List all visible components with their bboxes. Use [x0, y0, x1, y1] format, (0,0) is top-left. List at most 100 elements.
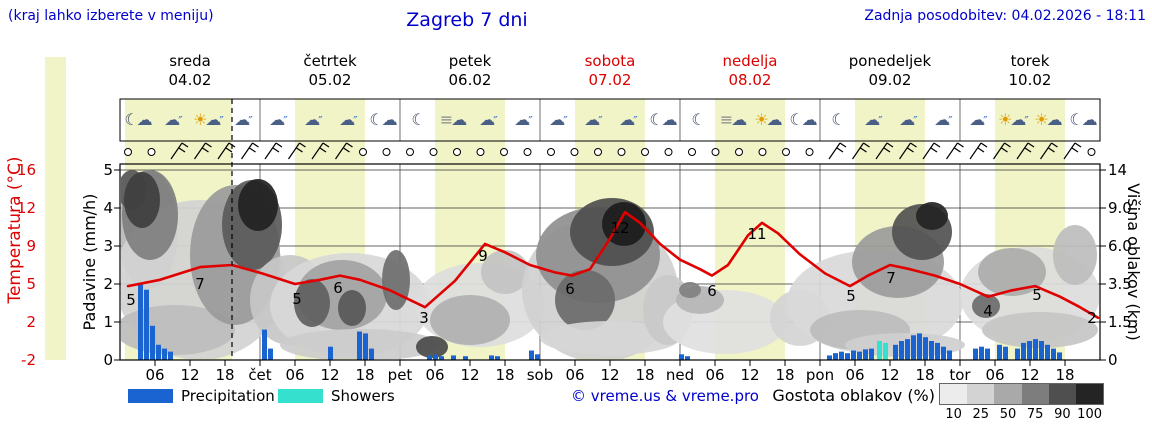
cloud-blob: [430, 295, 510, 345]
temperature-tick: 9: [26, 237, 36, 255]
precipitation-bar: [839, 351, 844, 360]
cloud-blob: [1053, 225, 1097, 285]
precipitation-bar: [168, 351, 173, 360]
sun-icon: ☀: [1034, 110, 1048, 129]
precipitation-bar: [150, 325, 155, 360]
cloud-blob: [972, 294, 1000, 318]
precipitation-bar: [427, 355, 432, 360]
temperature-value: 5: [846, 287, 856, 305]
weather-icon: ☁″: [295, 101, 330, 139]
precipitation-bar: [905, 339, 910, 360]
page-title: Zagreb 7 dni: [406, 9, 528, 31]
precipitation-bar: [973, 348, 978, 360]
last-update: Zadnja posodobitev: 04.02.2026 - 18:11: [864, 8, 1146, 24]
wind-barb-icon: [969, 142, 988, 160]
temperature-tick: 5: [26, 275, 36, 293]
weather-icon: ☀☁: [1030, 101, 1065, 139]
precipitation-bar: [893, 344, 898, 360]
wind-barb-icon: [946, 142, 964, 160]
cloud-blob: [238, 179, 278, 231]
cloud-icon: ☁: [136, 110, 153, 129]
wind-barb-icon: [899, 142, 917, 160]
density-tick-label: 10: [945, 407, 962, 422]
wind-calm-icon: [570, 148, 579, 156]
precipitation-bar: [935, 342, 940, 360]
cloud-height-tick: 6.0: [1108, 237, 1132, 255]
moon-icon: ☾: [411, 110, 425, 129]
precipitation-bar: [857, 351, 862, 360]
temperature-value: 5: [292, 290, 302, 308]
density-tick-label: 25: [972, 407, 990, 422]
wind-calm-icon: [147, 148, 156, 156]
wind-barb-icon: [241, 142, 259, 160]
wind-calm-icon: [782, 148, 790, 156]
fog-icon: ≡: [439, 110, 453, 129]
credit-link[interactable]: © vreme.us & vreme.pro: [571, 387, 759, 405]
cloud-icon: ☁: [766, 110, 783, 129]
weather-icon: ☁″: [855, 101, 890, 139]
precipitation-legend-label: Precipitation: [181, 387, 275, 405]
weather-icon: ☁″: [610, 101, 645, 139]
cloud-blob: [294, 279, 330, 327]
precipitation-bar: [1033, 339, 1038, 360]
day-date-ponedeljek: 09.02: [868, 71, 912, 89]
precipitation-bar: [947, 350, 952, 360]
wind-calm-icon: [547, 148, 555, 156]
precipitation-tick: 1: [103, 313, 113, 331]
precipitation-bar: [979, 346, 984, 360]
rain-icon: ″: [913, 114, 918, 128]
wind-barb-icon: [1040, 142, 1058, 160]
cloud-icon: ☁: [1081, 110, 1098, 129]
cloud-blob: [679, 282, 701, 298]
precipitation-tick: 5: [103, 161, 113, 179]
precipitation-bar: [1027, 341, 1032, 360]
cloud-blob: [124, 172, 160, 228]
precipitation-bar: [985, 348, 990, 360]
temperature-tick: 2: [26, 313, 36, 331]
wind-barb-icon: [875, 142, 894, 160]
temperature-value: 7: [195, 275, 205, 293]
legend-row: Precipitation Showers © vreme.us & vreme…: [0, 383, 1152, 422]
time-label: 18: [495, 366, 515, 384]
weather-icon: ☁″: [575, 101, 610, 139]
cloud-height-tick: 9.0: [1108, 199, 1132, 217]
cloud-icon: ☁: [205, 110, 221, 129]
cloud-icon: ☁: [801, 110, 818, 129]
temperature-value: 6: [707, 282, 717, 300]
density-tick-label: 100: [1077, 407, 1103, 422]
weather-icon: ☁″: [260, 101, 295, 139]
moon-icon: ☾: [831, 110, 845, 129]
wind-calm-icon: [688, 148, 696, 156]
weather-icon: ☀☁″: [995, 101, 1030, 139]
precipitation-bar: [357, 331, 362, 360]
menu-hint: (kraj lahko izberete v meniju): [8, 8, 214, 24]
fog-icon: ≡: [719, 110, 733, 129]
cloud-icon: ☁: [1010, 110, 1026, 129]
cloud-icon: ☁: [731, 110, 747, 129]
rain-icon: ″: [948, 114, 953, 128]
wind-barb-icon: [852, 142, 870, 160]
precipitation-tick: 3: [103, 237, 113, 255]
precipitation-bar: [851, 350, 856, 360]
precipitation-bar: [863, 349, 868, 360]
wind-barb-icon: [194, 142, 212, 160]
time-label: 18: [215, 366, 235, 384]
cloud-height-tick: 0: [1108, 351, 1118, 369]
cloud-icon: ☁: [381, 110, 398, 129]
precipitation-bar: [869, 348, 874, 360]
precipitation-bar: [997, 344, 1002, 360]
weather-icon: ≡☁: [715, 101, 750, 139]
cloud-icon: ☁: [1046, 110, 1063, 129]
rain-icon: ″: [178, 114, 183, 128]
sun-icon: ☀: [754, 110, 768, 129]
cloud-icon: ☁: [339, 110, 355, 129]
rain-icon: ″: [493, 114, 498, 128]
time-label: čet: [248, 366, 272, 384]
time-label: 12: [740, 366, 760, 384]
temperature-value: 3: [419, 309, 429, 327]
precipitation-bar: [495, 356, 500, 360]
weather-icon: ☀☁: [750, 101, 785, 139]
temperature-value: 7: [886, 269, 896, 287]
weather-icon: ☀☁″: [190, 101, 225, 139]
